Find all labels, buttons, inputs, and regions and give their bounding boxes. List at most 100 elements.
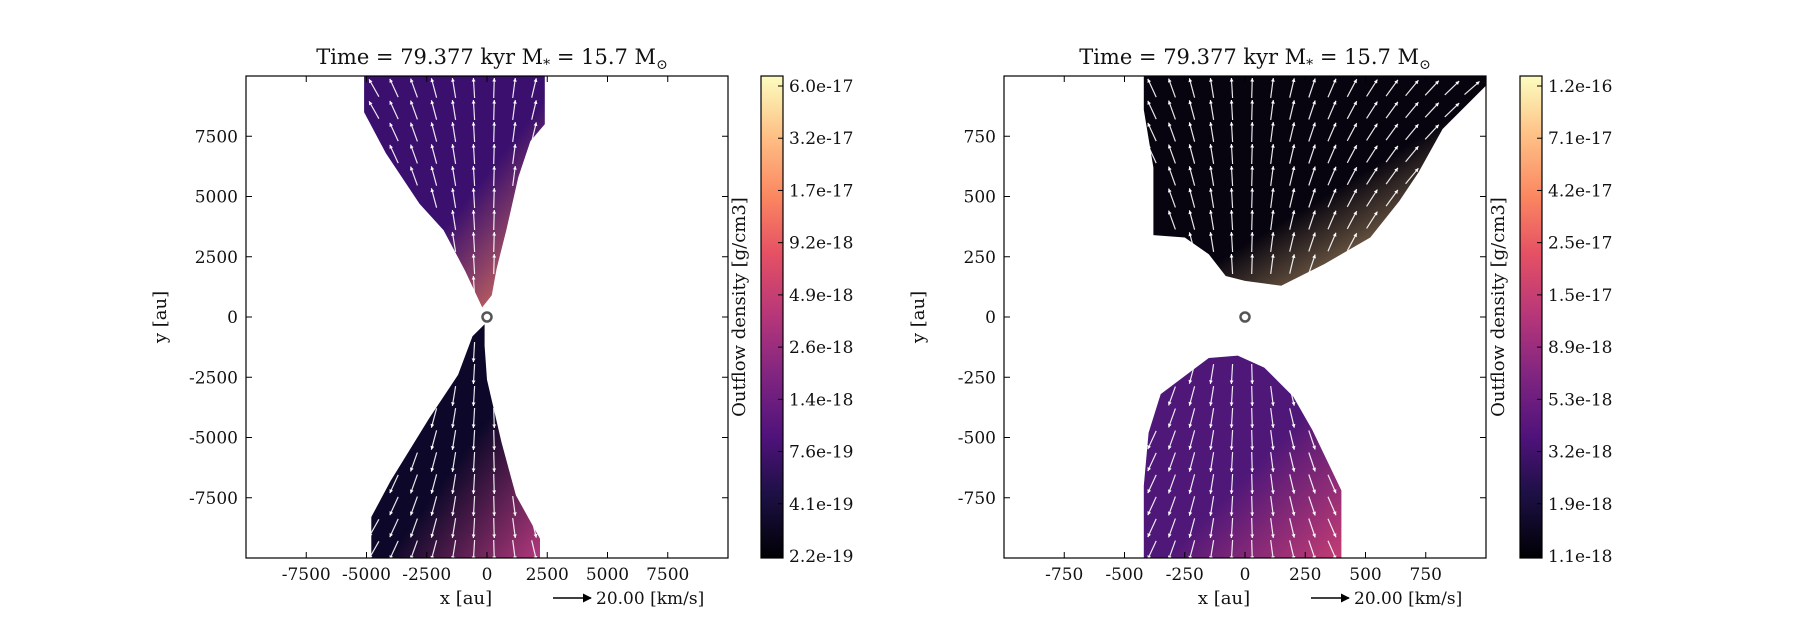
velocity-arrowhead xyxy=(389,122,393,127)
velocity-arrowhead xyxy=(1291,467,1296,472)
velocity-arrowhead xyxy=(1250,380,1255,384)
velocity-arrowhead xyxy=(1312,555,1316,558)
velocity-arrowhead xyxy=(1353,79,1357,84)
colorbar-tick-label: 1.7e-17 xyxy=(789,181,853,201)
colorbar-label: Outflow density [g/cm3] xyxy=(729,197,750,417)
colorbar-tick-label: 3.2e-17 xyxy=(789,129,853,149)
velocity-arrowhead xyxy=(1291,122,1296,127)
velocity-arrowhead xyxy=(1188,100,1193,105)
velocity-arrowhead xyxy=(1168,423,1172,428)
velocity-arrowhead xyxy=(1312,166,1316,171)
velocity-arrowhead xyxy=(1229,512,1234,516)
velocity-arrowhead xyxy=(430,423,435,428)
velocity-arrowhead xyxy=(1229,446,1234,450)
velocity-arrowhead xyxy=(410,555,414,558)
velocity-arrowhead xyxy=(451,232,455,236)
velocity-arrowhead xyxy=(1250,78,1255,82)
velocity-arrowhead xyxy=(1250,232,1255,236)
velocity-arrowhead xyxy=(492,100,497,104)
velocity-arrowhead xyxy=(410,100,414,105)
velocity-arrowhead xyxy=(471,446,476,450)
velocity-arrowhead xyxy=(1271,188,1275,192)
velocity-arrowhead xyxy=(1168,445,1172,450)
x-axis-label: x [au] xyxy=(1198,588,1250,609)
velocity-arrowhead xyxy=(430,144,435,149)
velocity-arrowhead xyxy=(1209,210,1213,214)
left-panel: Time = 79.377 kyr M* = 15.7 M⊙ -7500 -500… xyxy=(150,45,853,609)
upper-outflow-region xyxy=(1143,76,1486,286)
velocity-arrowhead xyxy=(1414,146,1419,151)
velocity-arrowhead xyxy=(1250,512,1255,516)
velocity-arrowhead xyxy=(1312,122,1316,127)
x-tick-label: -500 xyxy=(1105,565,1143,585)
velocity-arrowhead xyxy=(1229,210,1234,214)
velocity-arrowhead xyxy=(471,166,476,170)
velocity-arrowhead xyxy=(471,402,476,406)
velocity-arrowhead xyxy=(1394,167,1398,172)
colorbar-tick-label: 1.1e-18 xyxy=(1548,547,1612,567)
velocity-arrowhead xyxy=(1188,533,1193,538)
star-marker xyxy=(1239,311,1251,323)
colorbar-frame xyxy=(1519,75,1543,559)
velocity-arrowhead xyxy=(492,166,497,170)
lower-outflow-region xyxy=(371,324,540,558)
velocity-arrowhead xyxy=(1291,188,1296,193)
velocity-arrowhead xyxy=(1188,188,1193,193)
velocity-arrowhead xyxy=(1414,102,1419,107)
velocity-arrowhead xyxy=(1435,102,1439,107)
velocity-arrowhead xyxy=(471,100,476,104)
title-sun: ⊙ xyxy=(656,57,668,73)
velocity-arrowhead xyxy=(410,166,414,171)
velocity-arrowhead xyxy=(1455,81,1460,85)
velocity-arrowhead xyxy=(1147,78,1151,83)
quiver-key-label: 20.00 [km/s] xyxy=(596,589,704,609)
velocity-arrowhead xyxy=(430,122,435,127)
velocity-arrowhead xyxy=(451,402,455,406)
velocity-arrowhead xyxy=(1250,402,1255,406)
velocity-arrowhead xyxy=(1250,254,1255,258)
velocity-arrowhead xyxy=(1271,446,1275,450)
velocity-arrowhead xyxy=(1271,122,1275,126)
colorbar-tick-label: 5.3e-18 xyxy=(1548,390,1612,410)
velocity-arrowhead xyxy=(471,424,476,428)
colorbar-tick-label: 2.6e-18 xyxy=(789,338,853,358)
velocity-arrowhead xyxy=(1188,166,1193,171)
velocity-arrowhead xyxy=(369,79,373,84)
upper-outflow-region xyxy=(364,76,545,308)
velocity-arrowhead xyxy=(471,276,476,280)
velocity-arrowhead xyxy=(1312,210,1316,215)
velocity-arrowhead xyxy=(1250,424,1255,428)
colorbar-tick-label: 3.2e-18 xyxy=(1548,443,1612,463)
velocity-arrowhead xyxy=(1188,423,1193,428)
velocity-arrowhead xyxy=(1209,490,1213,494)
velocity-arrowhead xyxy=(1188,379,1193,384)
velocity-arrowhead xyxy=(1209,468,1213,472)
velocity-arrowhead xyxy=(410,122,414,127)
velocity-arrowhead xyxy=(1373,101,1378,106)
colorbar-tick-label: 9.2e-18 xyxy=(789,234,853,254)
title-sub: * xyxy=(1306,57,1313,73)
velocity-arrowhead xyxy=(1168,166,1172,171)
colorbar-tick-label: 2.2e-19 xyxy=(789,547,853,567)
velocity-arrowhead xyxy=(492,122,497,126)
velocity-arrowhead xyxy=(1271,254,1275,258)
velocity-arrowhead xyxy=(513,122,517,126)
velocity-arrowhead xyxy=(1353,189,1357,194)
velocity-arrowhead xyxy=(1209,380,1213,384)
velocity-arrowhead xyxy=(1291,489,1296,494)
velocity-arrowhead xyxy=(533,78,538,83)
x-tick-label: -750 xyxy=(1045,565,1083,585)
velocity-arrowhead xyxy=(1291,401,1296,406)
velocity-arrowhead xyxy=(430,78,435,83)
plot-area xyxy=(1143,76,1486,558)
velocity-arrowhead xyxy=(1147,533,1151,538)
velocity-arrowhead xyxy=(1209,122,1213,126)
velocity-arrowhead xyxy=(1229,424,1234,428)
velocity-arrowhead xyxy=(389,144,393,149)
velocity-arrowhead xyxy=(1271,512,1275,516)
colorbar-tick-label: 2.5e-17 xyxy=(1548,234,1612,254)
y-tick-label: -250 xyxy=(958,368,996,388)
y-tick-label: -750 xyxy=(958,489,996,509)
velocity-arrowhead xyxy=(1250,166,1255,170)
velocity-arrowhead xyxy=(1312,533,1316,538)
